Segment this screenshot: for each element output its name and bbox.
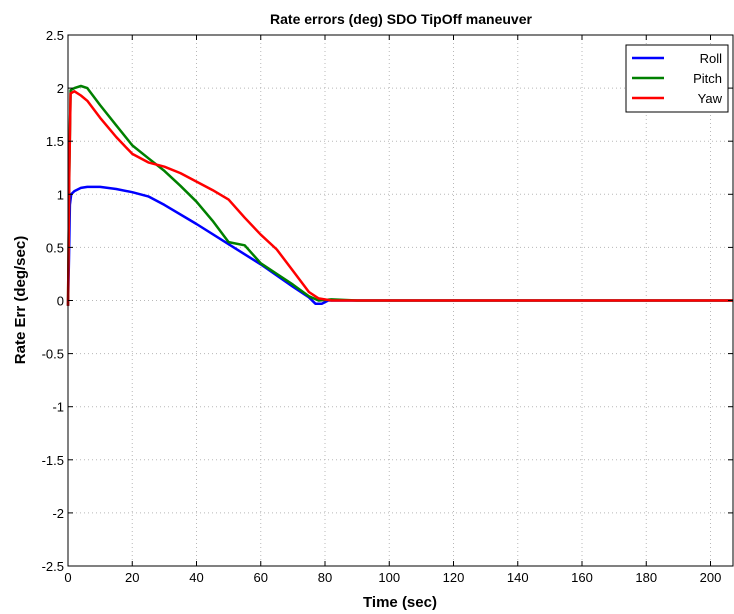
legend-label-yaw: Yaw <box>698 91 723 106</box>
x-tick-label: 80 <box>318 570 332 585</box>
y-tick-label: -1 <box>52 400 64 415</box>
chart-title: Rate errors (deg) SDO TipOff maneuver <box>270 11 532 27</box>
series-line-yaw <box>66 90 733 306</box>
y-tick-label: -2 <box>52 506 64 521</box>
x-tick-label: 180 <box>635 570 657 585</box>
x-tick-label: 40 <box>189 570 203 585</box>
x-tick-label: 160 <box>571 570 593 585</box>
x-tick-label: 20 <box>125 570 139 585</box>
legend: Roll Pitch Yaw <box>625 44 729 113</box>
x-axis-label: Time (sec) <box>363 594 437 611</box>
x-tick-label: 60 <box>254 570 268 585</box>
series-group <box>66 84 733 306</box>
y-tick-label: 2 <box>57 81 64 96</box>
legend-label-roll: Roll <box>700 51 723 66</box>
x-tick-label: 140 <box>507 570 529 585</box>
y-axis-label: Rate Err (deg/sec) <box>12 236 29 364</box>
grid <box>68 35 733 566</box>
y-tick-label: 1 <box>57 187 64 202</box>
y-tick-label: -2.5 <box>42 559 64 574</box>
x-tick-label: 0 <box>64 570 71 585</box>
y-tick-label: 2.5 <box>46 28 64 43</box>
x-tick-label: 200 <box>700 570 722 585</box>
y-tick-label: 0.5 <box>46 240 64 255</box>
y-tick-label: -1.5 <box>42 453 64 468</box>
y-tick-label: 0 <box>57 294 64 309</box>
y-tick-label: -0.5 <box>42 347 64 362</box>
x-tick-label: 100 <box>378 570 400 585</box>
x-tick-label: 120 <box>443 570 465 585</box>
ticks: 0 20 40 60 80 100 120 140 160 180 2002.521.510.50-… <box>42 28 733 585</box>
legend-label-pitch: Pitch <box>693 71 722 86</box>
y-tick-label: 1.5 <box>46 134 64 149</box>
